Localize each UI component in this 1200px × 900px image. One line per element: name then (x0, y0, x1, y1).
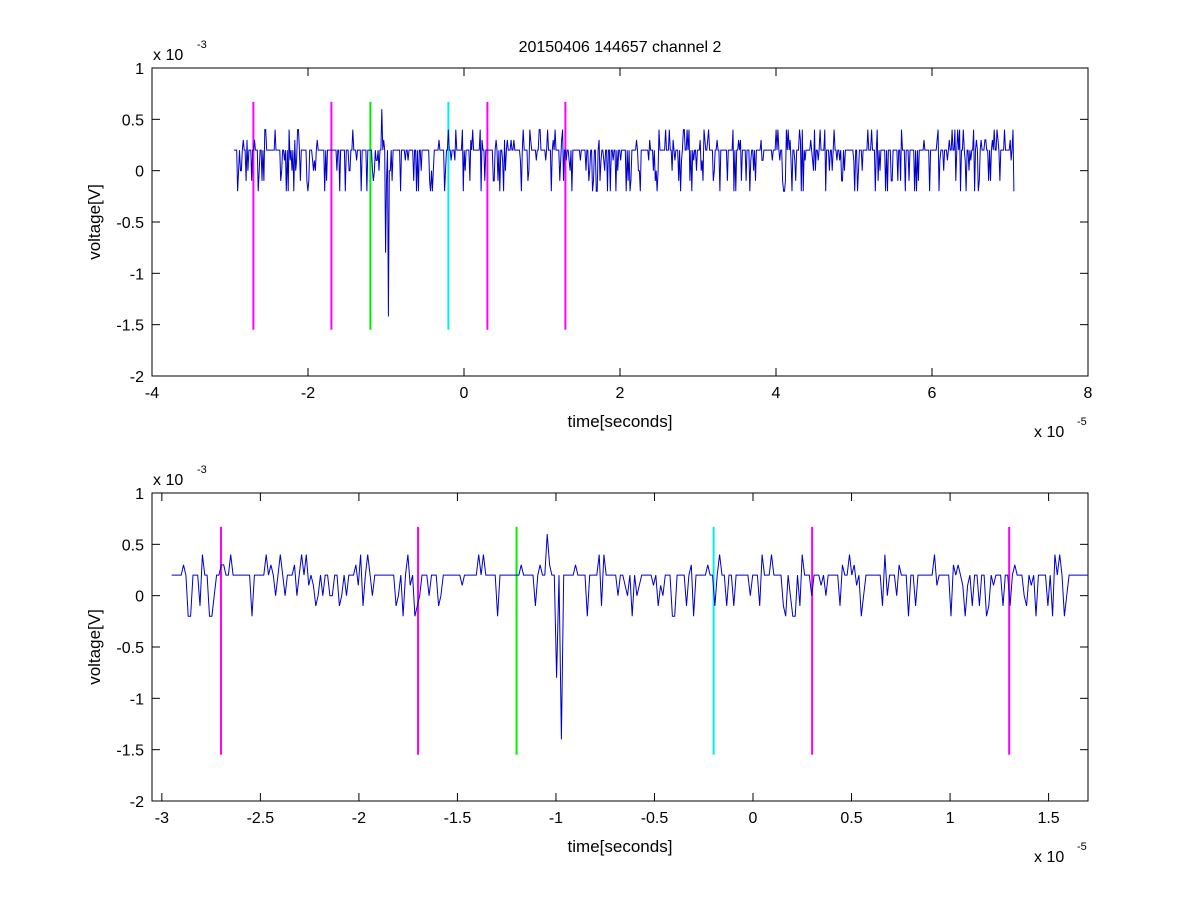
plot-2-frame (151, 492, 1089, 802)
chart-title: 20150406 144657 channel 2 (519, 39, 722, 56)
x-tick-label: -2 (301, 385, 315, 402)
x-tick-label: 0 (749, 810, 758, 827)
x-tick-label: -1.5 (444, 810, 472, 827)
y-tick-label: 0.5 (122, 537, 144, 554)
x-tick-label: -3 (155, 810, 169, 827)
y-tick-label: -1 (130, 691, 144, 708)
y-tick-label: -0.5 (116, 640, 144, 657)
plot-2-y-exponent: x 10 -3 (153, 464, 207, 489)
plot-1-x-exponent-base: x 10 (1034, 424, 1064, 441)
x-tick-label: -2.5 (247, 810, 275, 827)
x-tick-label: -4 (145, 385, 159, 402)
plot-2-x-exponent-base: x 10 (1034, 849, 1064, 866)
y-tick-label: -2 (130, 794, 144, 811)
plot-1-axes: -4 -2 0 2 4 6 8 -2-1.5-1-0.500.51 (116, 61, 1092, 402)
y-tick-label: 0.5 (122, 112, 144, 129)
plot-2-markers (219, 526, 1011, 755)
signal-line (233, 109, 1015, 317)
y-tick-label: -1 (130, 266, 144, 283)
plot-2-y-label: voltage[V] (85, 609, 104, 685)
plot-2-series (171, 534, 1088, 740)
plot-2-x-exponent-power: -5 (1077, 841, 1087, 853)
signal-line (171, 534, 1088, 740)
plot-1-y-exponent: x 10 -3 (153, 39, 207, 64)
plot-1-y-exponent-base: x 10 (153, 47, 183, 64)
plot-1-series (233, 109, 1015, 317)
plot-2-x-label: time[seconds] (568, 837, 673, 856)
x-tick-label: 6 (928, 385, 937, 402)
x-tick-label: -2 (352, 810, 366, 827)
plot-1-y-exponent-power: -3 (197, 39, 207, 51)
plot-1-x-label: time[seconds] (568, 412, 673, 431)
plot-1-x-ticks: -4 -2 0 2 4 6 8 (145, 68, 1093, 402)
y-tick-label: -1.5 (116, 743, 144, 760)
x-tick-label: 1.5 (1037, 810, 1059, 827)
plot-1-y-ticks: -2 -1.5 -1 -0.5 0 0.5 1 (116, 61, 1088, 386)
plot-2-x-ticks: -3 -2.5 -2 -1.5 -1 -0.5 0 0.5 1 1.5 (155, 493, 1060, 827)
plot-1-x-exponent: x 10 -5 (1034, 416, 1087, 441)
plot-1-y-label: voltage[V] (85, 184, 104, 260)
plot-2-y-exponent-power: -3 (197, 464, 207, 476)
plot-2-axes: -3 -2.5 -2 -1.5 -1 -0.5 0 0.5 1 1.5 -2 -1.5 -1 -0.5 0… (116, 486, 1089, 827)
y-tick-label: -1.5 (116, 318, 144, 335)
y-tick-label: 0 (135, 589, 144, 606)
y-tick-label: -0.5 (116, 215, 144, 232)
y-tick-label: -2 (130, 369, 144, 386)
plot-2-x-exponent: x 10 -5 (1034, 841, 1087, 866)
x-tick-label: 1 (946, 810, 955, 827)
y-tick-label: 0 (135, 164, 144, 181)
x-tick-label: -1 (549, 810, 563, 827)
x-tick-label: 8 (1084, 385, 1093, 402)
plot-1-frame (151, 67, 1089, 377)
x-tick-label: 2 (616, 385, 625, 402)
plot-1-markers (252, 101, 567, 330)
x-tick-label: 4 (772, 385, 781, 402)
x-tick-label: -0.5 (641, 810, 669, 827)
plot-2-y-ticks: -2 -1.5 -1 -0.5 0 0.5 1 (116, 486, 1088, 811)
x-tick-label: 0.5 (840, 810, 862, 827)
x-tick-label: 0 (460, 385, 469, 402)
y-tick-label: 1 (135, 486, 144, 503)
y-tick-label: 1 (135, 61, 144, 78)
plot-1-x-exponent-power: -5 (1077, 416, 1087, 428)
plot-2-y-exponent-base: x 10 (153, 472, 183, 489)
